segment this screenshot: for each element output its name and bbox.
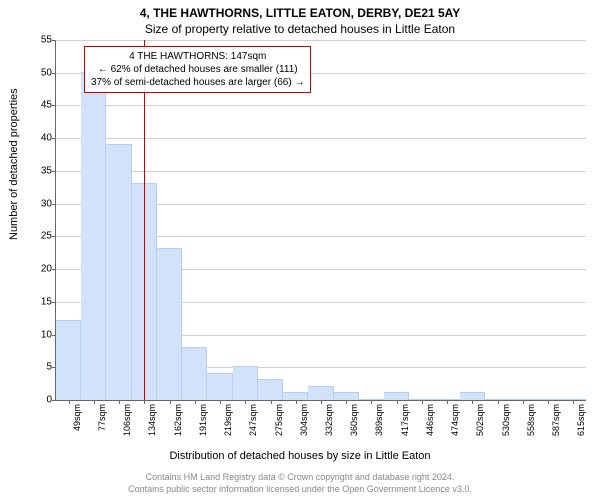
xtick-label: 332sqm bbox=[324, 404, 334, 436]
xtick-label: 615sqm bbox=[576, 404, 586, 436]
xtick-mark bbox=[321, 400, 322, 404]
y-axis-label: Number of detached properties bbox=[8, 88, 20, 240]
xtick-mark bbox=[472, 400, 473, 404]
ytick-label: 10 bbox=[41, 329, 52, 340]
plot-area: 051015202530354045505549sqm77sqm106sqm13… bbox=[55, 40, 586, 401]
ytick-label: 45 bbox=[41, 100, 52, 111]
xtick-label: 389sqm bbox=[374, 404, 384, 436]
xtick-label: 247sqm bbox=[248, 404, 258, 436]
ytick-mark bbox=[52, 236, 56, 237]
ytick-label: 20 bbox=[41, 264, 52, 275]
bar bbox=[233, 366, 258, 400]
bar bbox=[157, 248, 182, 400]
xtick-label: 134sqm bbox=[147, 404, 157, 436]
bar bbox=[207, 373, 232, 400]
xtick-label: 502sqm bbox=[475, 404, 485, 436]
xtick-label: 162sqm bbox=[173, 404, 183, 436]
xtick-label: 219sqm bbox=[223, 404, 233, 436]
xtick-mark bbox=[397, 400, 398, 404]
xtick-label: 417sqm bbox=[400, 404, 410, 436]
bar bbox=[81, 72, 106, 400]
chart-title-sub: Size of property relative to detached ho… bbox=[0, 22, 600, 36]
xtick-mark bbox=[220, 400, 221, 404]
ytick-label: 15 bbox=[41, 296, 52, 307]
ytick-label: 0 bbox=[46, 395, 52, 406]
xtick-mark bbox=[498, 400, 499, 404]
footer-line-1: Contains HM Land Registry data © Crown c… bbox=[0, 472, 600, 482]
bar bbox=[308, 386, 333, 400]
xtick-label: 587sqm bbox=[551, 404, 561, 436]
ytick-mark bbox=[52, 204, 56, 205]
xtick-label: 304sqm bbox=[299, 404, 309, 436]
xtick-label: 49sqm bbox=[72, 404, 82, 431]
bar bbox=[334, 392, 359, 400]
xtick-mark bbox=[422, 400, 423, 404]
xtick-mark bbox=[523, 400, 524, 404]
annotation-line: ← 62% of detached houses are smaller (11… bbox=[91, 63, 304, 76]
xtick-mark bbox=[573, 400, 574, 404]
annotation-line: 37% of semi-detached houses are larger (… bbox=[91, 76, 304, 89]
ytick-mark bbox=[52, 73, 56, 74]
xtick-mark bbox=[447, 400, 448, 404]
ytick-label: 50 bbox=[41, 67, 52, 78]
xtick-mark bbox=[245, 400, 246, 404]
ytick-mark bbox=[52, 105, 56, 106]
chart-container: 4, THE HAWTHORNS, LITTLE EATON, DERBY, D… bbox=[0, 0, 600, 500]
xtick-mark bbox=[548, 400, 549, 404]
bar bbox=[258, 379, 283, 400]
gridline-h bbox=[56, 171, 586, 172]
xtick-label: 360sqm bbox=[349, 404, 359, 436]
xtick-mark bbox=[371, 400, 372, 404]
xtick-label: 446sqm bbox=[425, 404, 435, 436]
gridline-h bbox=[56, 105, 586, 106]
xtick-mark bbox=[94, 400, 95, 404]
ytick-label: 55 bbox=[41, 35, 52, 46]
bar bbox=[460, 392, 485, 400]
xtick-mark bbox=[195, 400, 196, 404]
xtick-mark bbox=[296, 400, 297, 404]
ytick-label: 40 bbox=[41, 133, 52, 144]
xtick-label: 530sqm bbox=[501, 404, 511, 436]
xtick-label: 77sqm bbox=[97, 404, 107, 431]
ytick-mark bbox=[52, 40, 56, 41]
xtick-label: 558sqm bbox=[526, 404, 536, 436]
xtick-mark bbox=[69, 400, 70, 404]
xtick-mark bbox=[119, 400, 120, 404]
xtick-mark bbox=[144, 400, 145, 404]
annotation-box: 4 THE HAWTHORNS: 147sqm← 62% of detached… bbox=[84, 46, 311, 93]
xtick-label: 106sqm bbox=[122, 404, 132, 436]
bar bbox=[283, 392, 308, 400]
bar bbox=[384, 392, 409, 400]
gridline-h bbox=[56, 40, 586, 41]
ytick-label: 25 bbox=[41, 231, 52, 242]
chart-title-main: 4, THE HAWTHORNS, LITTLE EATON, DERBY, D… bbox=[0, 6, 600, 20]
ytick-label: 35 bbox=[41, 165, 52, 176]
ytick-mark bbox=[52, 302, 56, 303]
bar bbox=[106, 144, 131, 400]
ytick-mark bbox=[52, 138, 56, 139]
xtick-mark bbox=[170, 400, 171, 404]
ytick-mark bbox=[52, 400, 56, 401]
ytick-mark bbox=[52, 269, 56, 270]
annotation-line: 4 THE HAWTHORNS: 147sqm bbox=[91, 50, 304, 63]
gridline-h bbox=[56, 138, 586, 139]
footer-line-2: Contains public sector information licen… bbox=[0, 484, 600, 494]
xtick-mark bbox=[346, 400, 347, 404]
ytick-label: 5 bbox=[46, 362, 52, 373]
xtick-label: 275sqm bbox=[274, 404, 284, 436]
xtick-label: 474sqm bbox=[450, 404, 460, 436]
ytick-label: 30 bbox=[41, 198, 52, 209]
ytick-mark bbox=[52, 171, 56, 172]
reference-line bbox=[144, 40, 145, 400]
xtick-mark bbox=[271, 400, 272, 404]
bar bbox=[182, 347, 207, 400]
xtick-label: 191sqm bbox=[198, 404, 208, 436]
x-axis-label: Distribution of detached houses by size … bbox=[0, 450, 600, 462]
bar bbox=[56, 320, 81, 400]
